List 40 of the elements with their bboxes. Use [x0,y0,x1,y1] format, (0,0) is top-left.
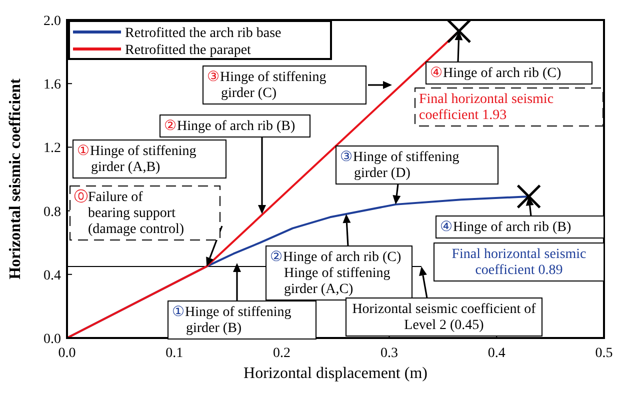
callout: ⓪Failure of bearing support (damage control) [70,186,220,240]
x-tick-label: 0.3 [380,346,398,361]
x-tick-label: 0.4 [488,346,506,361]
callout: ①Hinge of stiffening girder (A,B) [72,140,226,178]
x-tick-label: 0.1 [166,346,184,361]
y-tick-label: 1.6 [44,78,61,93]
y-axis-title: Horizontal seismic coefficient [7,78,24,280]
x-tick-label: 0.5 [595,346,613,361]
annotation: ③Hinge of stiffening girder (D) [340,150,460,181]
y-tick-label: 0.8 [44,204,61,220]
callout: ③Hinge of stiffening girder (D) [336,146,498,184]
annotation: ④Hinge of arch rib (B) [440,220,572,235]
annotation: ①Hinge of stiffening girder (B) [172,305,292,336]
annotation: Final horizontal seismic coefficient 0.89 [452,247,586,278]
ref-line-label: Horizontal seismic coefficient of Level 2 (0.45) [352,302,536,333]
callout: ①Hinge of stiffening girder (B) [168,300,316,340]
y-tick-label: 0.4 [44,268,61,284]
y-tick-label: 2.0 [44,14,61,29]
annotation: ⓪Failure of bearing support (damage control) [74,189,184,237]
annotation: ②Hinge of arch rib (B) [164,119,296,134]
x-tick-label: 0.2 [273,346,291,361]
callout: ②Hinge of arch rib (C) Hinge of stiffening girder (A,C) [266,246,412,300]
x-tick-label: 0.0 [58,346,76,361]
annotation: ①Hinge of stiffening girder (A,B) [77,144,196,175]
callout: ③Hinge of stiffening girder (C) [202,66,366,104]
annotation: ②Hinge of arch rib (C) Hinge of stiffening girder (A,C) [270,250,402,297]
annotation: ③Hinge of stiffening girder (C) [207,70,326,101]
y-tick-label: 0.0 [44,332,61,347]
callout: ②Hinge of arch rib (B) [160,114,310,138]
legend-label: Retrofitted the parapet [125,43,252,58]
y-tick-label: 1.2 [44,141,61,156]
x-axis-title: Horizontal displacement (m) [244,365,428,382]
callout: Horizontal seismic coefficient of Level 2 (0.45) [346,298,542,336]
annotation: ④Hinge of arch rib (C) [430,66,562,81]
legend-label: Retrofitted the arch rib base [125,26,282,41]
callout: ④Hinge of arch rib (B) [436,216,604,238]
callout: Final horizontal seismic coefficient 0.89 [434,242,604,282]
callout: ④Hinge of arch rib (C) [426,62,592,84]
annotation: Final horizontal seismic coefficient 1.93 [419,92,554,123]
callout: Final horizontal seismic coefficient 1.93 [414,88,604,126]
